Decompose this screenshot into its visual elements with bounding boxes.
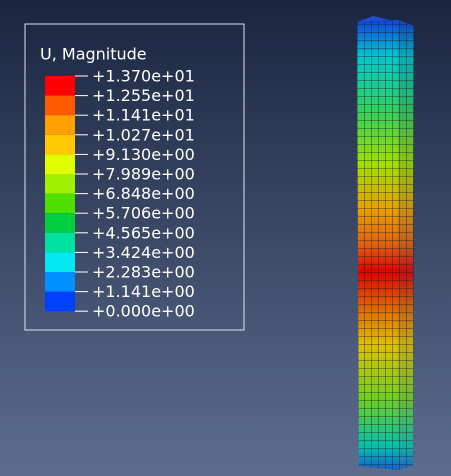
color-band [45,174,75,194]
legend-label: +1.141e+00 [92,282,195,301]
color-band [45,194,75,214]
color-band [45,252,75,272]
legend-label: +6.848e+00 [92,184,195,203]
legend-label: +3.424e+00 [92,243,195,262]
legend-label: +7.989e+00 [92,165,195,184]
color-band [45,154,75,174]
color-band [45,96,75,116]
legend-title: U, Magnitude [40,45,147,64]
legend-label: +5.706e+00 [92,204,195,223]
color-band [45,76,75,96]
viewport: U, Magnitude +1.370e+01+1.255e+01+1.141e… [0,0,451,476]
column-model [357,16,414,470]
color-band [45,233,75,253]
color-band [45,292,75,312]
color-band [45,272,75,292]
color-band [45,213,75,233]
legend-label: +1.141e+01 [92,106,195,125]
legend-label: +1.255e+01 [92,86,195,105]
legend-label: +0.000e+00 [92,302,195,321]
legend-label: +4.565e+00 [92,223,195,242]
legend-label: +1.027e+01 [92,125,195,144]
legend-label: +1.370e+01 [92,67,195,86]
legend-label: +2.283e+00 [92,263,195,282]
legend-label: +9.130e+00 [92,145,195,164]
legend: +1.370e+01+1.255e+01+1.141e+01+1.027e+01… [45,67,195,321]
color-band [45,115,75,135]
color-band [45,135,75,155]
